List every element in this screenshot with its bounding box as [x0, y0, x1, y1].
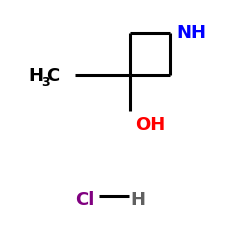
Text: C: C [46, 67, 60, 85]
Text: H: H [130, 191, 145, 209]
Text: Cl: Cl [75, 191, 94, 209]
Text: NH: NH [176, 24, 206, 42]
Text: 3: 3 [41, 76, 50, 89]
Text: OH: OH [135, 116, 165, 134]
Text: H: H [29, 67, 44, 85]
